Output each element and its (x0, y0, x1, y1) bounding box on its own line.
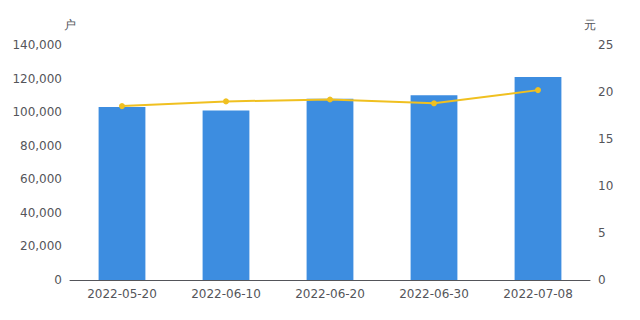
svg-text:15: 15 (598, 132, 613, 146)
svg-text:40,000: 40,000 (20, 206, 62, 220)
svg-text:户: 户 (64, 18, 76, 32)
svg-text:2022-05-20: 2022-05-20 (87, 287, 157, 301)
svg-text:2022-06-20: 2022-06-20 (295, 287, 365, 301)
svg-text:80,000: 80,000 (20, 139, 62, 153)
svg-text:100,000: 100,000 (12, 105, 62, 119)
svg-text:120,000: 120,000 (12, 72, 62, 86)
svg-text:0: 0 (54, 273, 62, 287)
svg-text:0: 0 (598, 273, 606, 287)
svg-text:25: 25 (598, 38, 613, 52)
svg-text:20: 20 (598, 85, 613, 99)
svg-text:元: 元 (584, 18, 596, 32)
svg-text:60,000: 60,000 (20, 172, 62, 186)
svg-text:2022-06-30: 2022-06-30 (399, 287, 469, 301)
svg-text:5: 5 (598, 226, 606, 240)
svg-text:10: 10 (598, 179, 613, 193)
svg-text:2022-07-08: 2022-07-08 (503, 287, 573, 301)
svg-text:20,000: 20,000 (20, 239, 62, 253)
svg-text:2022-06-10: 2022-06-10 (191, 287, 261, 301)
svg-text:140,000: 140,000 (12, 38, 62, 52)
